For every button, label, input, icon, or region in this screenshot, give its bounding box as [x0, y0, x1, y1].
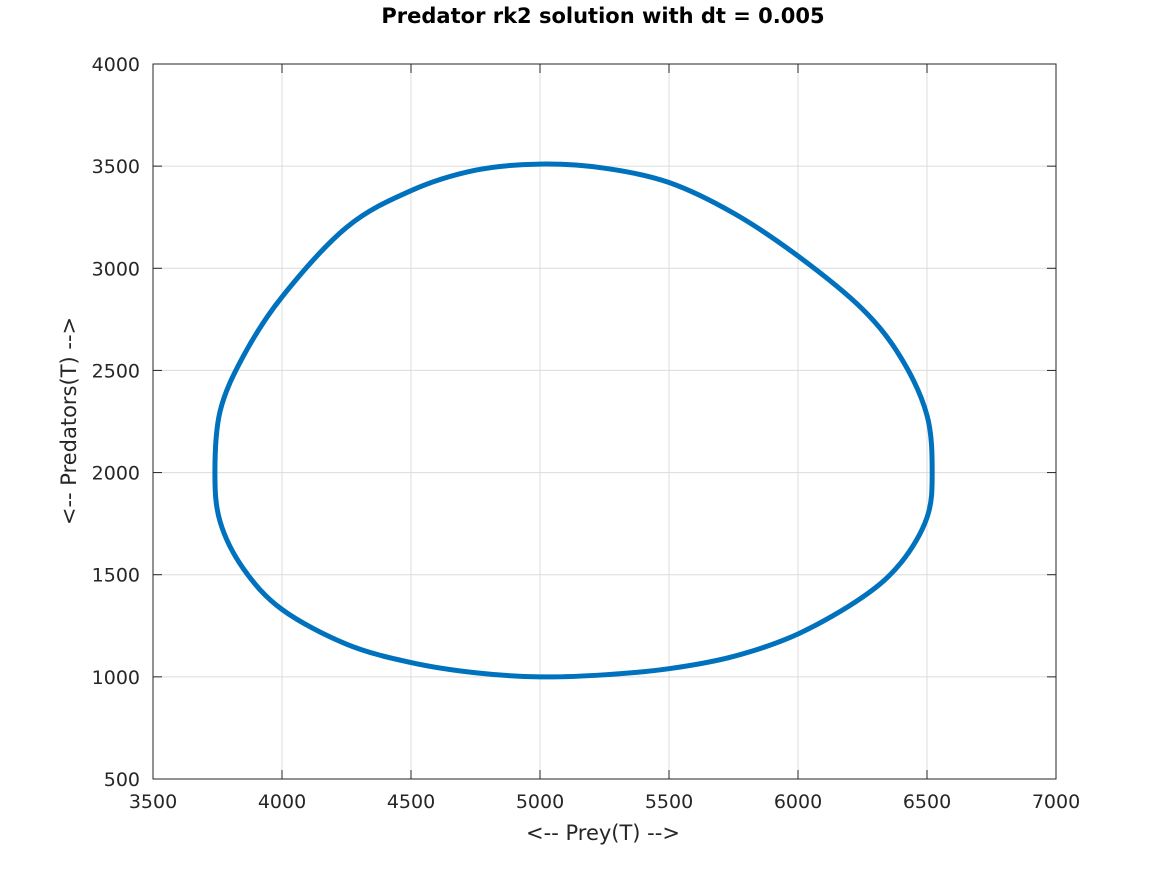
chart-title: Predator rk2 solution with dt = 0.005: [381, 4, 824, 28]
y-tick-label: 2000: [92, 463, 140, 485]
x-tick-label: 5500: [645, 791, 693, 813]
y-axis-label: <-- Predators(T) -->: [57, 317, 81, 525]
x-tick-label: 4000: [258, 791, 306, 813]
x-tick-label: 4500: [387, 791, 435, 813]
series-layer: [212, 161, 935, 680]
x-tick-label: 7000: [1032, 791, 1080, 813]
axis-ticks: 3500 4000 4500 5000 5500 6000 6500 7000 500 1000 1…: [92, 54, 1081, 813]
series-line: [212, 161, 935, 680]
x-axis-label: <-- Prey(T) -->: [526, 821, 680, 845]
plot-area-frame: [152, 63, 1057, 780]
y-tick-label: 3500: [92, 156, 140, 178]
y-tick-label: 3000: [92, 258, 140, 280]
y-tick-label: 2500: [92, 360, 140, 382]
y-tick-label: 1500: [92, 565, 140, 587]
y-tick-label: 1000: [92, 667, 140, 689]
y-tick-label: 4000: [92, 54, 140, 76]
x-tick-label: 6500: [903, 791, 951, 813]
y-tick-label: 500: [104, 769, 140, 791]
x-tick-label: 6000: [774, 791, 822, 813]
x-tick-label: 5000: [516, 791, 564, 813]
x-tick-label: 3500: [129, 791, 177, 813]
